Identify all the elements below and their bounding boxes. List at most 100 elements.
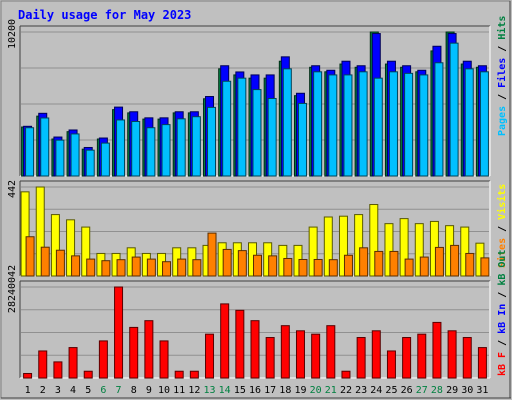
bar-pages [161, 124, 171, 177]
bar-visits-day-5 [81, 226, 91, 277]
bar-visits-day-24 [369, 204, 379, 277]
bar-kbytes [265, 337, 275, 379]
bar-kbytes-day-23 [356, 337, 366, 379]
x-tick-label-day-7: 7 [116, 385, 122, 396]
bar-pages-day-6 [100, 142, 110, 177]
bar-pages [267, 97, 277, 177]
bar-pages [207, 106, 217, 177]
bar-kbytes [432, 321, 442, 379]
bar-pages [85, 149, 95, 177]
x-tick-label-day-4: 4 [70, 385, 76, 396]
bar-pages-day-20 [313, 71, 323, 177]
bar-sites-day-1 [25, 236, 35, 277]
bar-sites [25, 236, 35, 277]
legend-entry: kB In [497, 304, 508, 334]
bar-kbytes-day-29 [447, 330, 457, 379]
x-tick-label-day-14: 14 [219, 385, 231, 396]
x-tick-label-day-17: 17 [264, 385, 276, 396]
bar-pages-day-15 [237, 77, 247, 177]
legend-entry: kB Out [497, 250, 508, 286]
bar-visits [20, 191, 30, 277]
bar-pages [313, 71, 323, 177]
bar-kbytes-day-4 [68, 347, 78, 379]
bar-sites [116, 259, 126, 277]
bar-pages-day-22 [343, 74, 353, 177]
bar-sites [450, 244, 460, 277]
bar-pages [222, 80, 232, 177]
bar-kbytes [311, 333, 321, 379]
bar-kbytes [295, 330, 305, 379]
bar-visits-day-22 [338, 215, 348, 277]
bar-sites [253, 254, 262, 277]
bar-sites [359, 247, 369, 277]
bar-pages [146, 127, 156, 177]
bar-kbytes [386, 350, 396, 379]
bar-pages [404, 72, 414, 177]
x-tick-label-day-5: 5 [85, 385, 91, 396]
bar-visits-day-1 [20, 191, 30, 277]
bar-pages-day-14 [222, 80, 232, 177]
bar-visits-day-21 [323, 216, 333, 277]
bar-kbytes-day-3 [53, 361, 63, 379]
bar-sites [268, 255, 278, 277]
bar-pages [388, 71, 398, 177]
bar-sites [71, 255, 81, 277]
bar-sites-day-2 [40, 246, 50, 277]
bar-sites-day-24 [374, 250, 384, 277]
bar-kbytes-day-20 [311, 333, 321, 379]
bar-kbytes [447, 330, 457, 379]
x-tick-label-day-2: 2 [40, 385, 46, 396]
bar-sites-day-5 [86, 258, 96, 277]
bar-kbytes [98, 340, 108, 379]
bar-sites-day-23 [359, 247, 369, 277]
bar-pages [358, 71, 368, 177]
bar-visits-day-26 [399, 218, 409, 277]
legend-separator: / [497, 286, 508, 304]
bar-sites [40, 246, 50, 277]
bar-pages [40, 117, 50, 177]
chart-title: Daily usage for May 2023 [18, 8, 191, 22]
x-tick-label-day-11: 11 [173, 385, 185, 396]
x-axis-day-labels: 1 2 3 4 5 6 7 8 9 10 11 12 13 14 15 16 17 18 19 20 21 22 23 24 2… [25, 385, 489, 396]
bar-sites-day-19 [298, 258, 308, 277]
legend-entry: Sites [496, 238, 508, 268]
bar-pages [100, 142, 110, 177]
bar-sites-day-16 [253, 254, 262, 277]
bar-kbytes [250, 320, 260, 379]
bar-visits [338, 215, 348, 277]
bar-sites [237, 250, 247, 277]
panel-kbytes: 28240042 [7, 265, 491, 379]
bar-sites-day-10 [162, 261, 172, 277]
bar-sites-day-11 [177, 258, 187, 277]
bar-kbytes [83, 370, 93, 379]
legend-entry: Files [496, 58, 508, 88]
bar-pages [479, 71, 489, 177]
legend-entry: Hits [496, 16, 508, 40]
bar-kbytes-day-21 [326, 325, 336, 379]
bar-kbytes-day-22 [341, 370, 351, 379]
bar-sites-day-17 [268, 255, 278, 277]
bar-kbytes-day-30 [462, 337, 472, 379]
bar-visits [81, 226, 91, 277]
bar-sites [419, 256, 429, 277]
x-tick-label-day-13: 13 [203, 385, 215, 396]
panel-hits: 10200 [7, 19, 491, 177]
bar-visits-day-23 [354, 214, 364, 277]
bar-kbytes-day-1 [23, 372, 33, 379]
x-tick-label-day-18: 18 [279, 385, 291, 396]
bar-kbytes-day-12 [189, 370, 199, 379]
bar-pages-day-9 [146, 127, 156, 177]
bar-sites [343, 254, 353, 277]
bar-kbytes-day-24 [371, 330, 381, 379]
bar-kbytes-day-9 [144, 320, 154, 379]
x-tick-label-day-26: 26 [401, 385, 413, 396]
bar-sites [328, 259, 338, 277]
bar-pages-day-11 [176, 118, 186, 177]
bar-kbytes-day-10 [159, 340, 169, 379]
bar-sites [465, 252, 475, 277]
bar-sites-day-13 [207, 232, 217, 277]
bar-pages-day-25 [388, 71, 398, 177]
bar-pages-day-10 [161, 124, 171, 177]
x-tick-label-day-9: 9 [146, 385, 152, 396]
legend-text-bottom: kB F / kB In / kB Out [497, 250, 508, 376]
